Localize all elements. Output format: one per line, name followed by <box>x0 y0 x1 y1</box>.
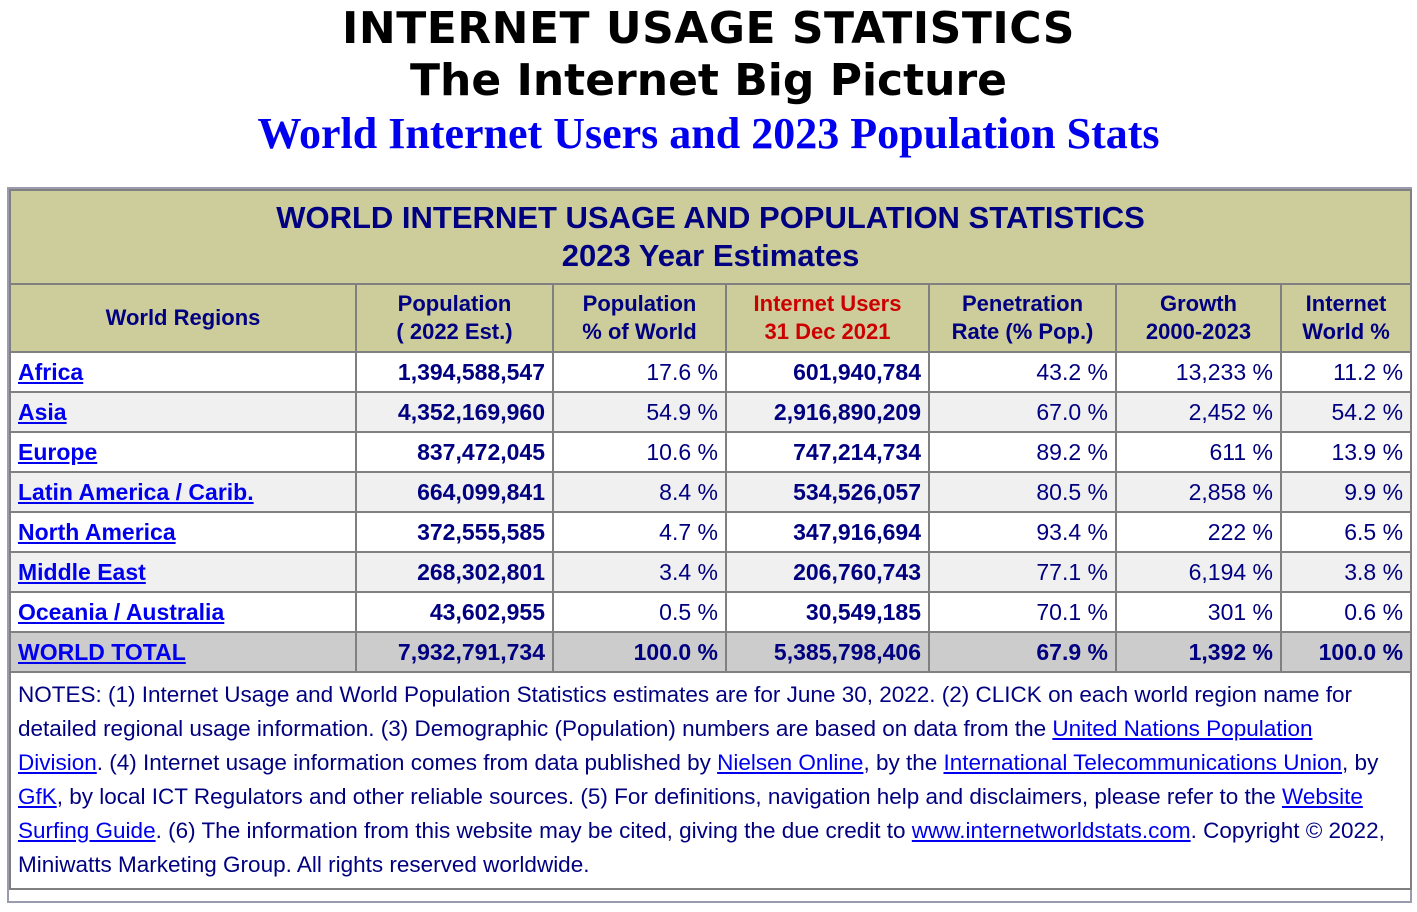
header-population: Population( 2022 Est.) <box>355 283 554 353</box>
notes-text: NOTES: (1) Internet Usage and World Popu… <box>18 682 1352 741</box>
table-row: Europe 837,472,045 10.6 % 747,214,734 89… <box>9 431 1413 473</box>
table-row: Latin America / Carib. 664,099,841 8.4 %… <box>9 471 1413 513</box>
region-link[interactable]: Middle East <box>18 558 146 585</box>
header-growth: Growth 2000-2023 <box>1115 283 1282 353</box>
population-pct-cell: 17.6 % <box>552 351 727 393</box>
notes-text: . (4) Internet usage information comes f… <box>96 750 718 775</box>
table-row: North America 372,555,585 4.7 % 347,916,… <box>9 511 1413 553</box>
page-header: INTERNET USAGE STATISTICS The Internet B… <box>0 4 1417 160</box>
world-pct-cell: 6.5 % <box>1279 511 1413 553</box>
population-pct-cell: 54.9 % <box>552 391 727 433</box>
table-row: Oceania / Australia 43,602,955 0.5 % 30,… <box>9 591 1413 633</box>
population-cell: 43,602,955 <box>355 591 554 633</box>
total-world-pct-cell: 100.0 % <box>1279 631 1413 673</box>
population-cell: 4,352,169,960 <box>355 391 554 433</box>
website-surfing-guide-link[interactable]: Website Surfing Guide <box>18 784 1363 843</box>
penetration-cell: 77.1 % <box>928 551 1117 593</box>
population-cell: 372,555,585 <box>355 511 554 553</box>
region-link[interactable]: Latin America / Carib. <box>18 478 254 505</box>
header-internet-users: Internet Users 31 Dec 2021 <box>725 283 930 353</box>
internet-users-cell: 206,760,743 <box>725 551 930 593</box>
notes-text: . (6) The information from this website … <box>155 818 912 843</box>
population-pct-cell: 10.6 % <box>552 431 727 473</box>
table-caption: WORLD INTERNET USAGE AND POPULATION STAT… <box>8 189 1413 285</box>
total-population-cell: 7,932,791,734 <box>355 631 554 673</box>
growth-cell: 2,452 % <box>1115 391 1282 433</box>
penetration-cell: 43.2 % <box>928 351 1117 393</box>
notes-text: , by <box>1342 750 1379 775</box>
column-headers: World Regions Population( 2022 Est.) Pop… <box>9 283 1413 353</box>
itu-link[interactable]: International Telecommunications Union <box>943 750 1343 775</box>
region-link[interactable]: Asia <box>18 398 67 425</box>
region-link[interactable]: North America <box>18 518 176 545</box>
growth-cell: 611 % <box>1115 431 1282 473</box>
population-pct-cell: 0.5 % <box>552 591 727 633</box>
notes-text: . Copyright © 2022, Miniwatts Marketing … <box>18 818 1385 877</box>
population-cell: 664,099,841 <box>355 471 554 513</box>
table-row: Middle East 268,302,801 3.4 % 206,760,74… <box>9 551 1413 593</box>
notes-text: , by the <box>863 750 944 775</box>
world-total-link[interactable]: WORLD TOTAL <box>18 638 186 665</box>
notes-section: NOTES: (1) Internet Usage and World Popu… <box>8 671 1413 890</box>
statistics-table: WORLD INTERNET USAGE AND POPULATION STAT… <box>8 189 1413 890</box>
growth-cell: 301 % <box>1115 591 1282 633</box>
region-link[interactable]: Europe <box>18 438 98 465</box>
header-world-regions: World Regions <box>9 283 357 353</box>
total-population-pct-cell: 100.0 % <box>552 631 727 673</box>
table-row: Asia 4,352,169,960 54.9 % 2,916,890,209 … <box>9 391 1413 433</box>
nielsen-online-link[interactable]: Nielsen Online <box>717 750 864 775</box>
population-cell: 837,472,045 <box>355 431 554 473</box>
region-link[interactable]: Oceania / Australia <box>18 598 225 625</box>
caption-subtitle: 2023 Year Estimates <box>561 238 860 273</box>
growth-cell: 2,858 % <box>1115 471 1282 513</box>
penetration-cell: 93.4 % <box>928 511 1117 553</box>
page-heading: World Internet Users and 2023 Population… <box>257 109 1160 158</box>
header-population-pct: Population% of World <box>552 283 727 353</box>
internet-users-cell: 30,549,185 <box>725 591 930 633</box>
header-internet-world-pct: Internet World % <box>1279 283 1413 353</box>
penetration-cell: 80.5 % <box>928 471 1117 513</box>
internet-users-cell: 2,916,890,209 <box>725 391 930 433</box>
penetration-cell: 89.2 % <box>928 431 1117 473</box>
penetration-cell: 70.1 % <box>928 591 1117 633</box>
notes-text: , by local ICT Regulators and other reli… <box>56 784 1282 809</box>
penetration-cell: 67.0 % <box>928 391 1117 433</box>
growth-cell: 6,194 % <box>1115 551 1282 593</box>
population-pct-cell: 8.4 % <box>552 471 727 513</box>
total-internet-users-cell: 5,385,798,406 <box>725 631 930 673</box>
table-row: Africa 1,394,588,547 17.6 % 601,940,784 … <box>9 351 1413 393</box>
page-title: INTERNET USAGE STATISTICS <box>342 3 1075 54</box>
growth-cell: 222 % <box>1115 511 1282 553</box>
growth-cell: 13,233 % <box>1115 351 1282 393</box>
internet-users-cell: 601,940,784 <box>725 351 930 393</box>
caption-title: WORLD INTERNET USAGE AND POPULATION STAT… <box>276 200 1145 235</box>
total-penetration-cell: 67.9 % <box>928 631 1117 673</box>
header-penetration: Penetration Rate (% Pop.) <box>928 283 1117 353</box>
total-row: WORLD TOTAL 7,932,791,734 100.0 % 5,385,… <box>9 631 1413 673</box>
internet-users-cell: 534,526,057 <box>725 471 930 513</box>
world-pct-cell: 13.9 % <box>1279 431 1413 473</box>
region-link[interactable]: Africa <box>18 358 84 385</box>
world-pct-cell: 0.6 % <box>1279 591 1413 633</box>
population-pct-cell: 3.4 % <box>552 551 727 593</box>
internet-users-cell: 747,214,734 <box>725 431 930 473</box>
world-pct-cell: 3.8 % <box>1279 551 1413 593</box>
world-pct-cell: 54.2 % <box>1279 391 1413 433</box>
page-subtitle: The Internet Big Picture <box>409 55 1008 106</box>
world-pct-cell: 9.9 % <box>1279 471 1413 513</box>
gfk-link[interactable]: GfK <box>18 784 57 809</box>
population-cell: 268,302,801 <box>355 551 554 593</box>
internet-users-cell: 347,916,694 <box>725 511 930 553</box>
population-cell: 1,394,588,547 <box>355 351 554 393</box>
statistics-table-container: WORLD INTERNET USAGE AND POPULATION STAT… <box>7 187 1413 903</box>
population-pct-cell: 4.7 % <box>552 511 727 553</box>
total-growth-cell: 1,392 % <box>1115 631 1282 673</box>
un-population-link[interactable]: United Nations Population Division <box>18 716 1313 775</box>
internetworldstats-link[interactable]: www.internetworldstats.com <box>911 818 1191 843</box>
world-pct-cell: 11.2 % <box>1279 351 1413 393</box>
